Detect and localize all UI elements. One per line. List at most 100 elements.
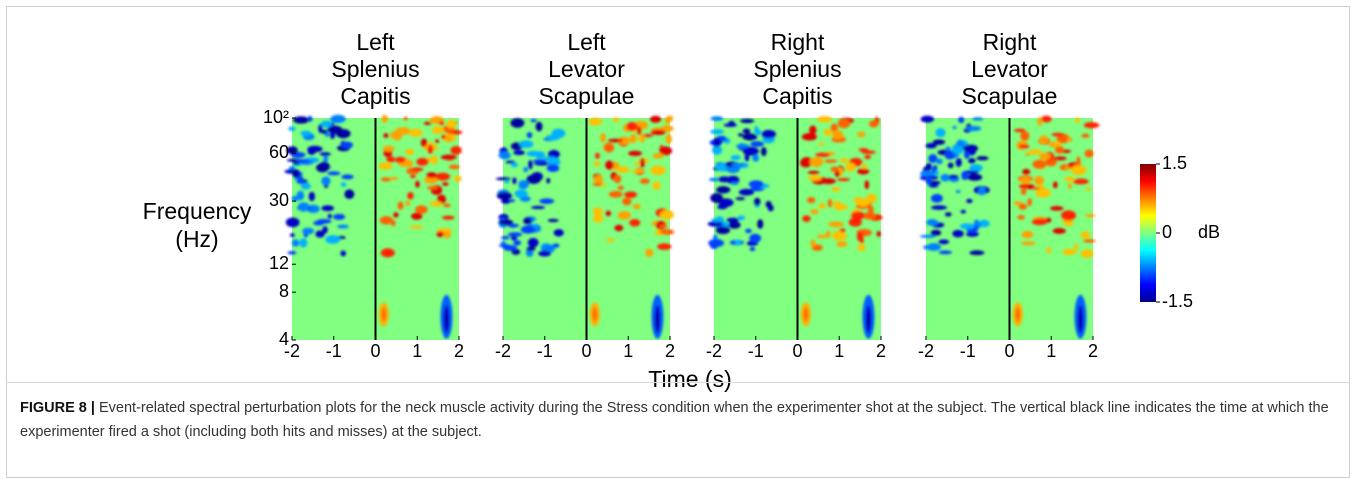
blob bbox=[1021, 230, 1034, 239]
blob bbox=[626, 122, 638, 131]
x-tick-label: 2 bbox=[454, 341, 464, 361]
blob bbox=[833, 203, 848, 211]
blob bbox=[293, 116, 310, 124]
blob bbox=[383, 133, 389, 138]
panel-title: Levator bbox=[971, 56, 1048, 82]
blob bbox=[503, 244, 518, 251]
blob bbox=[405, 148, 415, 156]
blob bbox=[930, 229, 942, 236]
blob bbox=[830, 123, 838, 132]
blob bbox=[728, 221, 741, 229]
blob bbox=[388, 176, 399, 180]
blob bbox=[448, 164, 461, 170]
blob bbox=[437, 194, 446, 205]
y-axis-label: Frequency bbox=[143, 198, 252, 224]
blob bbox=[382, 145, 395, 152]
blob bbox=[832, 201, 842, 206]
blob bbox=[978, 186, 986, 196]
x-tick-label: -1 bbox=[326, 341, 342, 361]
blob bbox=[292, 169, 300, 179]
blob bbox=[802, 215, 811, 222]
blob bbox=[439, 120, 445, 126]
blob bbox=[320, 120, 332, 128]
blob bbox=[1062, 248, 1077, 256]
blob bbox=[968, 158, 976, 164]
blob bbox=[823, 128, 833, 136]
blob bbox=[442, 182, 449, 186]
blob bbox=[534, 162, 550, 166]
blob bbox=[748, 180, 764, 189]
blob bbox=[505, 160, 516, 164]
blob bbox=[817, 116, 833, 123]
blob bbox=[397, 201, 404, 210]
blob bbox=[340, 182, 347, 187]
blob bbox=[634, 162, 639, 167]
blob bbox=[639, 157, 645, 168]
blob bbox=[443, 203, 451, 208]
blob bbox=[952, 125, 957, 130]
blob bbox=[966, 231, 979, 237]
blob bbox=[286, 146, 298, 155]
y-tick-label: 4 bbox=[279, 329, 289, 349]
blob bbox=[614, 224, 624, 232]
blob bbox=[1066, 137, 1073, 142]
blob bbox=[730, 155, 741, 161]
blob bbox=[287, 250, 297, 255]
blob bbox=[660, 229, 675, 235]
blob bbox=[1085, 187, 1091, 191]
blob bbox=[925, 143, 937, 149]
blob bbox=[601, 183, 607, 187]
blob bbox=[857, 131, 866, 138]
blob bbox=[858, 148, 869, 152]
blob bbox=[1013, 128, 1026, 133]
blob bbox=[498, 151, 511, 160]
blob bbox=[547, 218, 559, 223]
blob bbox=[734, 239, 742, 246]
blob bbox=[810, 239, 816, 248]
blob bbox=[1041, 115, 1052, 123]
blob bbox=[709, 177, 719, 182]
blob bbox=[806, 197, 816, 204]
blob bbox=[323, 155, 328, 163]
blob bbox=[851, 211, 865, 220]
blob bbox=[825, 230, 831, 239]
blob bbox=[919, 234, 936, 238]
blobs bbox=[707, 116, 883, 339]
blob bbox=[1019, 177, 1032, 184]
x-tick-label: 2 bbox=[876, 341, 886, 361]
blob bbox=[926, 218, 938, 226]
blob bbox=[863, 212, 877, 220]
blob bbox=[327, 125, 343, 134]
blob bbox=[500, 240, 506, 245]
blob bbox=[749, 246, 756, 252]
blob bbox=[932, 165, 938, 172]
blob bbox=[761, 129, 777, 139]
blob bbox=[617, 136, 631, 145]
caption-text: Event-related spectral perturbation plot… bbox=[20, 400, 1329, 440]
blob bbox=[407, 192, 414, 200]
blob bbox=[1050, 206, 1064, 211]
x-tick-label: -2 bbox=[918, 341, 934, 361]
blob bbox=[299, 238, 308, 248]
blob bbox=[442, 215, 455, 220]
x-tick-label: -2 bbox=[495, 341, 511, 361]
blob bbox=[1018, 203, 1028, 210]
blob bbox=[592, 207, 603, 216]
blob bbox=[631, 169, 645, 173]
blob bbox=[605, 210, 612, 217]
x-tick-label: -1 bbox=[748, 341, 764, 361]
blob bbox=[650, 129, 666, 135]
blob bbox=[1017, 215, 1025, 220]
blob bbox=[707, 221, 724, 227]
x-tick-label: 2 bbox=[665, 341, 675, 361]
blob bbox=[807, 170, 820, 175]
blob bbox=[958, 116, 965, 124]
blob bbox=[607, 138, 624, 143]
blob bbox=[969, 164, 983, 172]
blob bbox=[1063, 220, 1074, 227]
blob bbox=[809, 125, 817, 135]
blob bbox=[622, 197, 632, 206]
blob bbox=[593, 175, 604, 185]
blob bbox=[381, 307, 387, 322]
blob bbox=[403, 116, 408, 121]
